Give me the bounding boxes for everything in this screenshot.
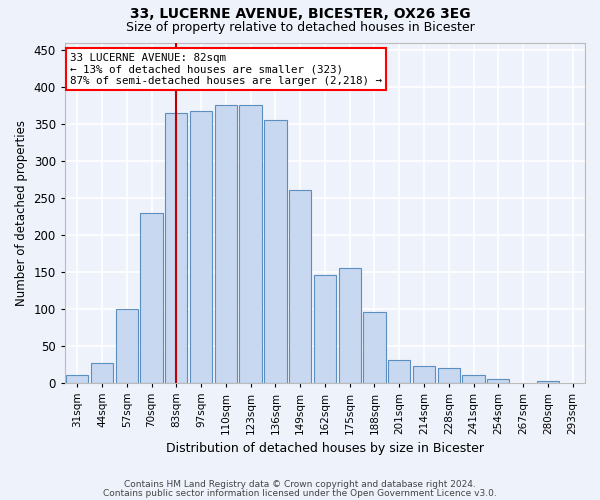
Text: Size of property relative to detached houses in Bicester: Size of property relative to detached ho… xyxy=(125,21,475,34)
Y-axis label: Number of detached properties: Number of detached properties xyxy=(15,120,28,306)
Bar xyxy=(91,364,113,382)
Bar xyxy=(264,120,287,382)
Text: 33, LUCERNE AVENUE, BICESTER, OX26 3EG: 33, LUCERNE AVENUE, BICESTER, OX26 3EG xyxy=(130,8,470,22)
Text: 33 LUCERNE AVENUE: 82sqm
← 13% of detached houses are smaller (323)
87% of semi-: 33 LUCERNE AVENUE: 82sqm ← 13% of detach… xyxy=(70,52,382,86)
Bar xyxy=(364,312,386,382)
Bar xyxy=(140,212,163,382)
Bar xyxy=(215,106,237,382)
Bar xyxy=(116,308,138,382)
Bar xyxy=(463,375,485,382)
Bar xyxy=(289,190,311,382)
Bar xyxy=(536,381,559,382)
Bar xyxy=(66,375,88,382)
Bar xyxy=(165,112,187,382)
Bar xyxy=(190,110,212,382)
Bar xyxy=(338,268,361,382)
Bar xyxy=(437,368,460,382)
Bar xyxy=(388,360,410,382)
Bar xyxy=(314,276,336,382)
Bar xyxy=(487,379,509,382)
X-axis label: Distribution of detached houses by size in Bicester: Distribution of detached houses by size … xyxy=(166,442,484,455)
Text: Contains HM Land Registry data © Crown copyright and database right 2024.: Contains HM Land Registry data © Crown c… xyxy=(124,480,476,489)
Bar xyxy=(413,366,435,382)
Text: Contains public sector information licensed under the Open Government Licence v3: Contains public sector information licen… xyxy=(103,488,497,498)
Bar xyxy=(239,106,262,382)
